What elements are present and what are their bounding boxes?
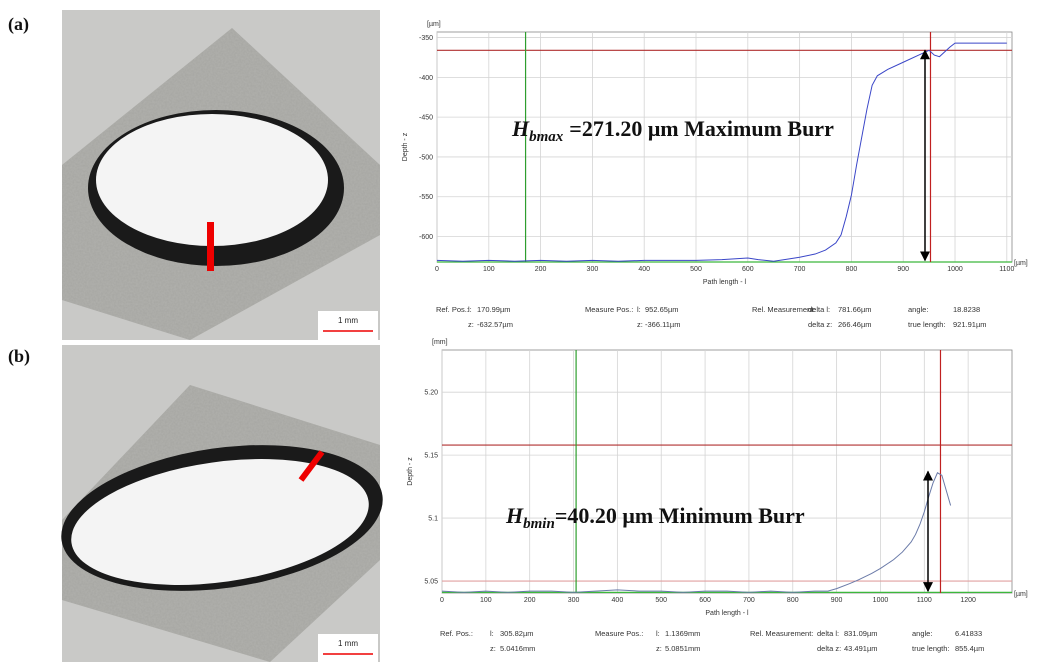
- annotation-text: =40.20 μm Minimum Burr: [555, 503, 805, 528]
- y-tick-label: -550: [419, 194, 433, 201]
- readout-value: 5.0851mm: [665, 644, 700, 653]
- readout-value: 6.41833: [955, 629, 982, 638]
- x-tick-label: 200: [535, 266, 547, 273]
- x-tick-label: 1100: [917, 597, 932, 604]
- readout-title: Measure Pos.:: [595, 629, 643, 638]
- x-tick-label: 700: [794, 266, 806, 273]
- x-tick-label: 800: [846, 266, 858, 273]
- readout-title: Rel. Measurement:: [752, 305, 815, 314]
- readout-value: 266.46µm: [838, 320, 872, 329]
- x-unit: [µm]: [1014, 260, 1028, 267]
- annotation: Hbmin=40.20 μm Minimum Burr: [505, 503, 805, 532]
- y-unit: [mm]: [432, 339, 448, 346]
- x-tick-label: 600: [699, 597, 711, 604]
- readout-value: 1.1369mm: [665, 629, 700, 638]
- readout-key: delta l:: [808, 305, 830, 314]
- y-tick-label: -350: [419, 35, 433, 42]
- y-axis-label: Depth - z: [402, 132, 409, 161]
- x-tick-label: 200: [524, 597, 536, 604]
- readout-key: delta z:: [817, 644, 841, 653]
- readout-value: -366.11µm: [645, 320, 680, 329]
- x-tick-label: 1200: [960, 597, 976, 604]
- readout-value: 43.491µm: [844, 644, 878, 653]
- x-tick-label: 1000: [873, 597, 889, 604]
- readout-value: 18.8238: [953, 305, 980, 314]
- readout-value: 952.65µm: [645, 305, 679, 314]
- panel-label: (a): [8, 14, 29, 35]
- annotation-subscript: bmax: [529, 129, 564, 145]
- readout-key: delta z:: [808, 320, 832, 329]
- y-tick-label: 5.1: [428, 516, 438, 523]
- readout-value: 855.4µm: [955, 644, 984, 653]
- annotation-text: =271.20 μm Maximum Burr: [569, 116, 834, 141]
- x-axis-label: Path length - l: [705, 610, 749, 617]
- readout-title: Rel. Measurement:: [750, 629, 813, 638]
- x-tick-label: 300: [568, 597, 580, 604]
- annotation-symbol: H: [511, 116, 530, 141]
- x-tick-label: 1000: [947, 266, 963, 273]
- y-tick-label: 5.05: [424, 579, 438, 586]
- readout-key: true length:: [912, 644, 950, 653]
- x-tick-label: 400: [612, 597, 624, 604]
- micrograph: [61, 345, 383, 662]
- y-tick-label: 5.20: [424, 390, 438, 397]
- readout-value: 781.66µm: [838, 305, 872, 314]
- x-tick-label: 500: [690, 266, 702, 273]
- readout-key: z:: [490, 644, 496, 653]
- readout-key: true length:: [908, 320, 946, 329]
- readout-key: z:: [468, 320, 474, 329]
- readout-key: l:: [490, 629, 494, 638]
- readout-value: 305.82µm: [500, 629, 534, 638]
- x-tick-label: 900: [831, 597, 843, 604]
- panel-label: (b): [8, 346, 30, 367]
- x-tick-label: 0: [440, 597, 444, 604]
- readout-key: l:: [656, 629, 660, 638]
- readout-value: -632.57µm: [477, 320, 513, 329]
- x-tick-label: 100: [483, 266, 495, 273]
- scale-label: 1 mm: [338, 316, 358, 325]
- readout-value: 5.0416mm: [500, 644, 535, 653]
- readout-title: Measure Pos.:: [585, 305, 633, 314]
- annotation-symbol: H: [505, 503, 524, 528]
- readout-key: angle:: [912, 629, 932, 638]
- x-tick-label: 500: [655, 597, 667, 604]
- y-unit: [µm]: [427, 21, 441, 28]
- x-tick-label: 0: [435, 266, 439, 273]
- readout-value: 170.99µm: [477, 305, 511, 314]
- x-tick-label: 300: [587, 266, 599, 273]
- x-axis-label: Path length - l: [703, 279, 747, 286]
- micrograph: [62, 10, 380, 340]
- annotation-subscript: bmin: [523, 516, 555, 532]
- readout-key: z:: [656, 644, 662, 653]
- x-tick-label: 800: [787, 597, 799, 604]
- x-tick-label: 700: [743, 597, 755, 604]
- readout-value: 921.91µm: [953, 320, 987, 329]
- readout-key: angle:: [908, 305, 928, 314]
- plot-area: [436, 31, 1013, 263]
- readout-key: l:: [468, 305, 472, 314]
- readout-title: Ref. Pos.:: [436, 305, 469, 314]
- readout-key: l:: [637, 305, 641, 314]
- readout-title: Ref. Pos.:: [440, 629, 473, 638]
- x-tick-label: 400: [638, 266, 650, 273]
- y-tick-label: -500: [419, 154, 433, 161]
- x-tick-label: 900: [897, 266, 909, 273]
- y-tick-label: -450: [419, 115, 433, 122]
- y-tick-label: -400: [419, 75, 433, 82]
- x-unit: [µm]: [1014, 591, 1028, 598]
- x-tick-label: 100: [480, 597, 492, 604]
- y-tick-label: -600: [419, 234, 433, 241]
- x-tick-label: 1100: [999, 266, 1014, 273]
- y-tick-label: 5.15: [424, 453, 438, 460]
- y-axis-label: Depth - z: [407, 457, 414, 486]
- x-tick-label: 600: [742, 266, 754, 273]
- scale-label: 1 mm: [338, 639, 358, 648]
- readout-key: z:: [637, 320, 643, 329]
- annotation: Hbmax =271.20 μm Maximum Burr: [511, 116, 834, 145]
- readout-key: delta l:: [817, 629, 839, 638]
- readout-value: 831.09µm: [844, 629, 878, 638]
- profile-line: [436, 42, 1007, 262]
- plot-area: [441, 349, 1013, 594]
